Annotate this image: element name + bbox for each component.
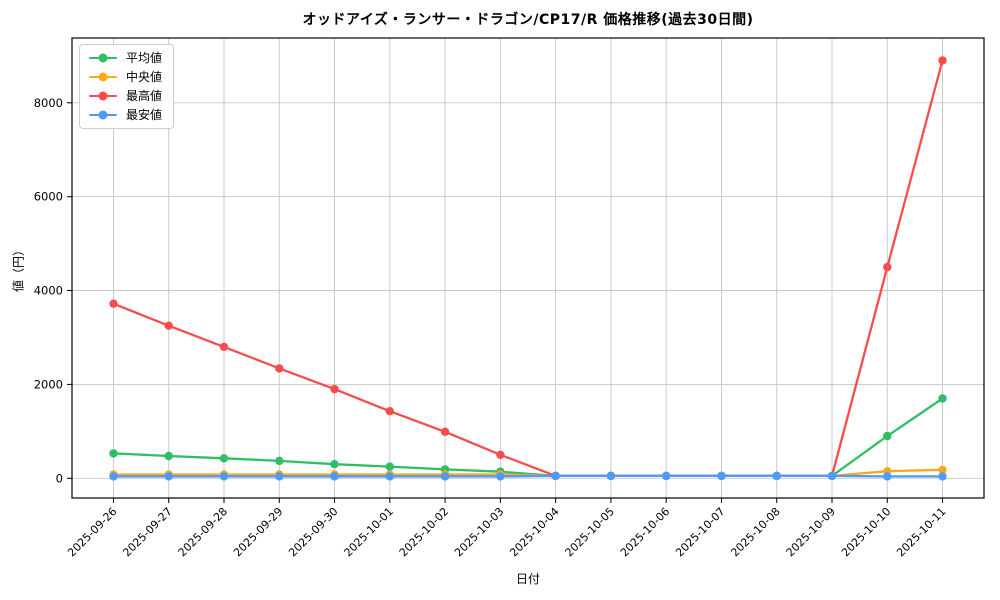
legend-label: 最高値 bbox=[126, 89, 163, 103]
svg-text:8000: 8000 bbox=[34, 96, 63, 110]
svg-text:2025-10-05: 2025-10-05 bbox=[563, 505, 617, 559]
svg-text:6000: 6000 bbox=[34, 190, 63, 204]
min-series-swatch-icon bbox=[89, 109, 117, 121]
legend-label: 中央値 bbox=[126, 70, 163, 84]
svg-text:2025-10-01: 2025-10-01 bbox=[342, 505, 396, 559]
legend-item-max: 最高値 bbox=[89, 90, 162, 102]
svg-text:2025-09-28: 2025-09-28 bbox=[176, 505, 230, 559]
x-axis-label: 日付 bbox=[515, 572, 540, 586]
svg-text:2025-10-11: 2025-10-11 bbox=[894, 505, 948, 559]
max-series-swatch-icon bbox=[89, 90, 117, 102]
median-series-swatch-icon bbox=[89, 71, 117, 83]
svg-text:2000: 2000 bbox=[34, 377, 63, 391]
svg-text:2025-10-02: 2025-10-02 bbox=[397, 505, 451, 559]
legend: 平均値 中央値 最高値 最安値 bbox=[79, 44, 175, 129]
svg-text:4000: 4000 bbox=[34, 284, 63, 298]
svg-text:2025-10-09: 2025-10-09 bbox=[784, 505, 838, 559]
svg-text:2025-10-08: 2025-10-08 bbox=[728, 505, 782, 559]
svg-text:2025-09-26: 2025-09-26 bbox=[65, 505, 119, 559]
chart-title: オッドアイズ・ランサー・ドラゴン/CP17/R 価格推移(過去30日間) bbox=[302, 12, 754, 28]
legend-item-min: 最安値 bbox=[89, 109, 162, 121]
legend-item-median: 中央値 bbox=[89, 71, 162, 83]
legend-item-average: 平均値 bbox=[89, 52, 162, 64]
svg-text:2025-10-03: 2025-10-03 bbox=[452, 505, 506, 559]
svg-text:2025-10-06: 2025-10-06 bbox=[618, 505, 672, 559]
svg-text:2025-09-30: 2025-09-30 bbox=[286, 505, 340, 559]
svg-text:2025-10-04: 2025-10-04 bbox=[507, 505, 561, 559]
legend-label: 最安値 bbox=[126, 108, 163, 122]
average-series-swatch-icon bbox=[89, 52, 117, 64]
svg-text:2025-09-29: 2025-09-29 bbox=[231, 505, 285, 559]
svg-text:2025-10-07: 2025-10-07 bbox=[673, 505, 727, 559]
svg-text:2025-10-10: 2025-10-10 bbox=[839, 505, 893, 559]
svg-text:2025-09-27: 2025-09-27 bbox=[120, 505, 174, 559]
svg-text:0: 0 bbox=[56, 471, 63, 485]
legend-label: 平均値 bbox=[126, 51, 163, 65]
